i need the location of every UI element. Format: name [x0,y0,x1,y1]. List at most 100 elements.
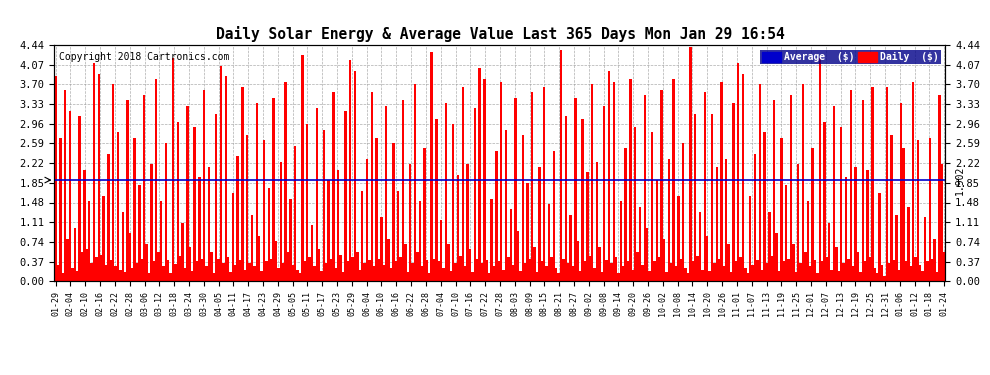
Bar [353,71,356,281]
Bar [449,271,452,281]
Bar [102,196,105,281]
Bar [768,212,770,281]
Bar [222,262,225,281]
Bar [618,273,620,281]
Bar [692,261,694,281]
Bar [247,135,248,281]
Bar [559,50,562,281]
Bar [510,209,512,281]
Bar [742,74,744,281]
Bar [660,90,663,281]
Bar [836,247,838,281]
Bar [522,135,524,281]
Bar [744,268,746,281]
Bar [761,270,763,281]
Bar [711,114,713,281]
Bar [378,259,380,281]
Bar [939,95,940,281]
Bar [164,143,167,281]
Bar [740,257,742,281]
Bar [414,84,416,281]
Bar [550,257,552,281]
Bar [301,55,304,281]
Bar [529,259,531,281]
Bar [464,266,466,281]
Bar [936,272,939,281]
Bar [665,272,667,281]
Bar [232,194,234,281]
Bar [608,71,610,281]
Bar [215,114,218,281]
Bar [461,87,464,281]
Bar [922,271,924,281]
Bar [174,264,176,281]
Bar [869,257,871,281]
Bar [237,156,239,281]
Bar [814,260,816,281]
Bar [81,252,83,281]
Bar [61,273,64,281]
Bar [250,215,253,281]
Bar [696,256,699,281]
Bar [248,262,250,281]
Bar [567,262,569,281]
Bar [694,114,696,281]
Bar [404,244,407,281]
Bar [306,124,308,281]
Bar [409,164,411,281]
Bar [552,151,555,281]
Bar [270,259,272,281]
Bar [119,270,122,281]
Bar [833,106,836,281]
Bar [505,130,507,281]
Bar [368,260,370,281]
Bar [749,196,751,281]
Bar [127,100,129,281]
Bar [155,79,157,281]
Bar [650,132,653,281]
Bar [340,255,342,281]
Bar [593,268,596,281]
Bar [311,225,313,281]
Bar [150,164,152,281]
Bar [69,111,71,281]
Bar [679,259,682,281]
Bar [260,271,262,281]
Bar [819,58,821,281]
Bar [841,127,842,281]
Bar [356,252,358,281]
Bar [876,273,878,281]
Bar [387,238,390,281]
Bar [255,103,258,281]
Bar [395,261,397,281]
Bar [866,170,869,281]
Bar [392,143,395,281]
Bar [912,82,915,281]
Bar [321,271,323,281]
Bar [203,90,205,281]
Bar [544,87,545,281]
Bar [576,242,579,281]
Bar [728,244,730,281]
Bar [670,262,672,281]
Bar [308,257,311,281]
Bar [105,265,107,281]
Bar [95,257,98,281]
Bar [333,92,335,281]
Bar [363,262,366,281]
Bar [586,172,589,281]
Bar [456,175,459,281]
Bar [596,162,598,281]
Bar [730,272,733,281]
Bar [498,261,500,281]
Bar [83,170,85,281]
Bar [78,116,81,281]
Bar [562,259,564,281]
Bar [890,135,893,281]
Bar [517,231,519,281]
Bar [196,261,198,281]
Bar [545,266,547,281]
Bar [620,201,622,281]
Bar [71,268,73,281]
Bar [804,252,807,281]
